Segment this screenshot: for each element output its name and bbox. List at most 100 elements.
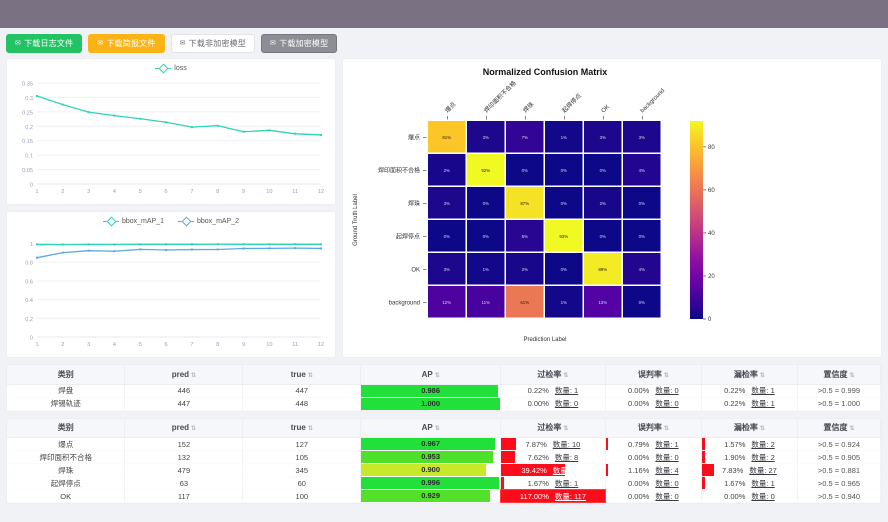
svg-text:92%: 92% xyxy=(481,168,490,173)
rate-count[interactable]: 数量: 27 xyxy=(749,465,777,475)
rate-percent: 0.00% xyxy=(628,452,650,462)
rate-count[interactable]: 数量: 0 xyxy=(655,478,679,488)
sort-icon[interactable]: ⇅ xyxy=(307,426,313,433)
rate-count[interactable]: 数量: 0 xyxy=(655,399,679,408)
rate-count[interactable]: 数量: 1 xyxy=(751,399,775,408)
column-header-0: 类别 xyxy=(7,365,126,385)
ap-bar xyxy=(361,384,499,397)
rate-count[interactable]: 数量: 1 xyxy=(751,386,775,395)
download-encrypted-model-button[interactable]: ✉ 下载加密模型 xyxy=(261,33,338,53)
legend-label-loss: loss xyxy=(174,65,187,72)
sort-icon[interactable]: ⇅ xyxy=(191,426,197,433)
rate-count[interactable]: 数量: 0 xyxy=(554,399,579,408)
svg-text:3%: 3% xyxy=(639,135,645,140)
sort-icon[interactable]: ⇅ xyxy=(563,426,569,433)
svg-text:0.35: 0.35 xyxy=(22,82,33,88)
rate-count[interactable]: 数量: 0 xyxy=(655,452,679,462)
column-header-1[interactable]: pred ⇅ xyxy=(124,418,244,438)
error-rate-bar xyxy=(701,464,715,476)
download-plain-model-button[interactable]: ✉ 下载非加密模型 xyxy=(170,33,256,53)
table-row[interactable]: 爆点 152 127 0.967 7.87% 数量: 10 0.79% 数量: 1 1.57% 数… xyxy=(7,437,881,451)
column-header-7[interactable]: 置信度 ⇅ xyxy=(797,418,881,438)
download-icon: ✉ xyxy=(15,40,22,47)
rate-count[interactable]: 数量: 0 xyxy=(655,386,679,395)
column-header-1[interactable]: pred ⇅ xyxy=(124,365,244,385)
rate-count[interactable]: 数量: 2 xyxy=(751,452,775,462)
column-header-6[interactable]: 漏检率 ⇅ xyxy=(701,365,798,385)
sort-icon[interactable]: ⇅ xyxy=(307,372,313,379)
rate-count[interactable]: 数量: 0 xyxy=(751,491,775,501)
sort-icon[interactable]: ⇅ xyxy=(434,372,440,379)
sort-icon[interactable]: ⇅ xyxy=(759,426,765,433)
sort-icon[interactable]: ⇅ xyxy=(849,372,855,379)
rate-count[interactable]: 数量: 10 xyxy=(552,439,581,449)
rate-percent: 0.00% xyxy=(628,491,650,501)
rate-count[interactable]: 数量: 0 xyxy=(655,491,679,501)
sort-icon[interactable]: ⇅ xyxy=(759,372,765,379)
column-header-3[interactable]: AP ⇅ xyxy=(360,365,502,385)
svg-text:3: 3 xyxy=(87,189,90,195)
table-row[interactable]: 焊锡轨迹 447 448 1.000 0.00% 数量: 0 0.00% 数量: 0 0.22%… xyxy=(7,397,881,411)
rate-count[interactable]: 数量: 8 xyxy=(554,452,579,462)
cell-confidence: >0.5 = 0.924 xyxy=(797,437,881,451)
rate-count[interactable]: 数量: 117 xyxy=(554,491,587,501)
column-header-3[interactable]: AP ⇅ xyxy=(360,418,502,438)
table-row[interactable]: 焊印面积不合格 132 105 0.953 7.62% 数量: 8 0.00% 数量: 0 1.… xyxy=(7,450,881,464)
svg-text:10: 10 xyxy=(266,189,272,195)
sort-icon[interactable]: ⇅ xyxy=(849,426,855,433)
svg-text:焊珠: 焊珠 xyxy=(408,200,420,208)
rate-percent: 0.00% xyxy=(527,399,549,408)
rate-count[interactable]: 数量: 4 xyxy=(655,465,679,475)
table-row[interactable]: 起焊停点 63 60 0.996 1.67% 数量: 1 0.00% 数量: 0 1.67% 数量… xyxy=(7,476,881,490)
rate-count[interactable]: 数量: 1 xyxy=(751,478,775,488)
svg-text:0%: 0% xyxy=(483,234,489,239)
svg-text:40: 40 xyxy=(708,231,715,237)
rate-count[interactable]: 数量: 2 xyxy=(751,439,775,449)
rate-percent: 7.62% xyxy=(527,452,549,462)
sort-icon[interactable]: ⇅ xyxy=(663,372,669,379)
cell-ap: 0.900 xyxy=(360,463,502,477)
rate-count[interactable]: 数量: 1 xyxy=(554,386,579,395)
svg-text:4%: 4% xyxy=(639,168,645,173)
cell-misjudge: 0.00% 数量: 0 xyxy=(605,476,702,490)
column-header-5[interactable]: 误判率 ⇅ xyxy=(605,418,702,438)
map-chart-legend: bbox_mAP_1 bbox_mAP_2 xyxy=(7,218,335,225)
sort-icon[interactable]: ⇅ xyxy=(563,372,569,379)
confusion-matrix-svg: Normalized Confusion Matrix 81% 3% 7% 1% 3% 3%… xyxy=(353,67,715,343)
ap-value: 0.953 xyxy=(421,452,441,461)
column-header-6[interactable]: 漏检率 ⇅ xyxy=(701,418,798,438)
rate-count[interactable]: 数量: 136 xyxy=(552,465,585,475)
download-report-button[interactable]: ✉ 下载简报文件 xyxy=(88,33,165,53)
svg-text:3: 3 xyxy=(87,342,90,348)
table-row[interactable]: OK 117 100 0.929 117.00% 数量: 117 0.00% 数量: 0 0.0… xyxy=(7,489,881,503)
sort-icon[interactable]: ⇅ xyxy=(191,372,197,379)
ap-value: 0.929 xyxy=(421,491,441,500)
svg-text:0.25: 0.25 xyxy=(22,110,33,116)
cell-category: 焊锡轨迹 xyxy=(7,397,126,411)
rate-percent: 7.87% xyxy=(525,439,547,449)
cell-overdetect: 1.67% 数量: 1 xyxy=(500,476,606,490)
svg-text:2: 2 xyxy=(61,189,64,195)
column-header-2[interactable]: true ⇅ xyxy=(242,365,362,385)
svg-text:爆点: 爆点 xyxy=(408,134,420,142)
download-log-button[interactable]: ✉ 下载日志文件 xyxy=(6,33,83,53)
column-header-5[interactable]: 误判率 ⇅ xyxy=(605,365,702,385)
rate-count[interactable]: 数量: 1 xyxy=(554,478,579,488)
sort-icon[interactable]: ⇅ xyxy=(434,426,440,433)
column-header-4[interactable]: 过检率 ⇅ xyxy=(500,365,606,385)
metrics-table-2: 类别 pred ⇅ true ⇅ AP ⇅ 过检率 ⇅ 误判率 ⇅ 漏检率 ⇅ 置信度 ⇅ 爆点 152 127… xyxy=(7,418,881,503)
svg-text:0: 0 xyxy=(30,336,33,342)
cell-pred: 117 xyxy=(124,489,244,503)
svg-text:0%: 0% xyxy=(444,234,450,239)
svg-text:12: 12 xyxy=(318,342,324,348)
svg-text:OK: OK xyxy=(601,104,611,114)
rate-count[interactable]: 数量: 1 xyxy=(655,439,679,449)
table-row[interactable]: 焊珠 479 345 0.900 39.42% 数量: 136 1.16% 数量: 4 7.83… xyxy=(7,463,881,477)
column-header-2[interactable]: true ⇅ xyxy=(242,418,362,438)
svg-text:0%: 0% xyxy=(639,201,645,206)
sort-icon[interactable]: ⇅ xyxy=(663,426,669,433)
ap-bar xyxy=(361,464,487,476)
column-header-4[interactable]: 过检率 ⇅ xyxy=(500,418,606,438)
column-header-7[interactable]: 置信度 ⇅ xyxy=(797,365,881,385)
table-row[interactable]: 焊盘 446 447 0.986 0.22% 数量: 1 0.00% 数量: 0 0.22% 数量… xyxy=(7,384,881,398)
